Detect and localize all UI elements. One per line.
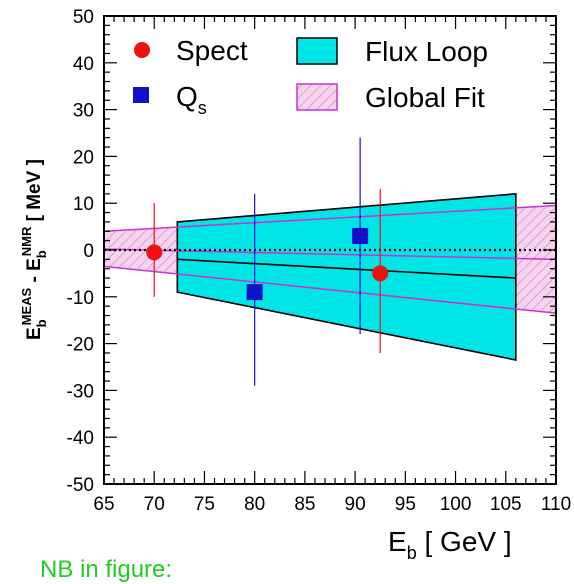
x-tick-label: 70 bbox=[144, 494, 165, 515]
x-tick-label: 110 bbox=[541, 494, 571, 515]
point-spect-0 bbox=[146, 244, 163, 261]
legend: Spect Qs Flux Loop Global Fit bbox=[133, 35, 488, 118]
band-global-fit-upper bbox=[103, 204, 557, 233]
legend-spect-marker bbox=[134, 42, 150, 58]
legend-qs-label: Qs bbox=[176, 81, 207, 118]
y-tick-label: -20 bbox=[67, 335, 94, 356]
point-qs-1 bbox=[352, 227, 369, 244]
axis-titles: Eb [ GeV ] EbMEAS - EbNMR [ MeV ] bbox=[19, 159, 512, 563]
legend-global-fit-label: Global Fit bbox=[365, 82, 485, 113]
band-global-fit-lower bbox=[103, 265, 557, 314]
y-tick-label: 40 bbox=[73, 54, 94, 75]
footer-note: NB in figure: bbox=[40, 556, 173, 583]
x-tick-label: 105 bbox=[490, 494, 522, 515]
y-tick-label: 50 bbox=[73, 7, 94, 28]
y-axis-title: EbMEAS - EbNMR [ MeV ] bbox=[19, 159, 49, 340]
bands-layer bbox=[103, 192, 557, 361]
legend-global-fit-swatch bbox=[296, 83, 338, 111]
point-qs-0 bbox=[246, 284, 263, 301]
y-tick-label: -30 bbox=[67, 381, 94, 402]
x-tick-label: 100 bbox=[440, 494, 472, 515]
band-flux-loop-center bbox=[177, 258, 516, 279]
legend-qs-marker bbox=[133, 87, 149, 103]
x-tick-label: 80 bbox=[244, 494, 265, 515]
ticks-layer: -50 -40 -30 -20 -10 0 10 20 30 40 50 65 70 75 80 85 90 95… bbox=[67, 7, 572, 515]
point-spect-1 bbox=[372, 265, 389, 282]
x-tick-label: 75 bbox=[194, 494, 215, 515]
y-tick-label: -40 bbox=[67, 428, 94, 449]
x-tick-label: 95 bbox=[395, 494, 416, 515]
y-tick-label: 10 bbox=[73, 194, 94, 215]
band-flux-loop bbox=[176, 192, 517, 361]
markers-layer bbox=[146, 227, 389, 301]
legend-flux-loop-swatch bbox=[296, 37, 338, 65]
y-tick-label: 0 bbox=[83, 241, 94, 262]
x-tick-label: 85 bbox=[294, 494, 315, 515]
y-tick-label: -50 bbox=[67, 475, 94, 496]
legend-spect-label: Spect bbox=[176, 35, 248, 66]
y-tick-label: 20 bbox=[73, 147, 94, 168]
x-tick-label: 90 bbox=[345, 494, 366, 515]
x-tick-label: 65 bbox=[93, 494, 114, 515]
legend-flux-loop-label: Flux Loop bbox=[365, 36, 488, 67]
x-axis-title: Eb [ GeV ] bbox=[388, 526, 512, 563]
y-tick-label: -10 bbox=[67, 288, 94, 309]
y-tick-label: 30 bbox=[73, 101, 94, 122]
